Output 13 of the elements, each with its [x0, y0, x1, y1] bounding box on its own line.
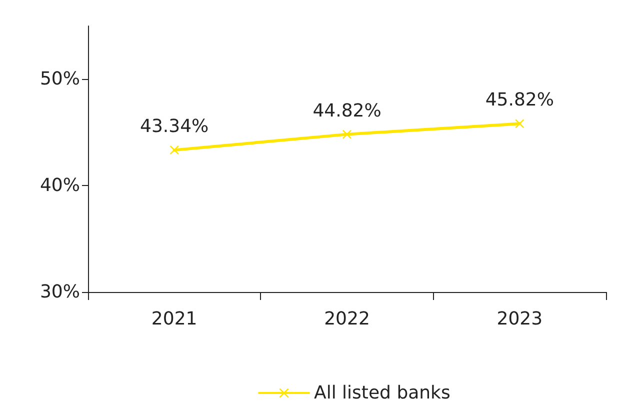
- data-label: 44.82%: [312, 100, 382, 122]
- point: [515, 119, 524, 128]
- point: [170, 146, 179, 155]
- data-label: 43.34%: [140, 116, 209, 138]
- point: [342, 130, 352, 139]
- y-tick-label: 50%: [40, 68, 80, 90]
- x-tick-label: 2021: [151, 308, 198, 330]
- legend-label: All listed banks: [314, 382, 450, 404]
- x-tick-label: 2023: [496, 308, 543, 330]
- x-tick-label: 2022: [324, 308, 370, 330]
- data-label: 45.82%: [485, 90, 554, 111]
- y-tick-label: 40%: [40, 175, 80, 196]
- y-tick-label: 30%: [40, 282, 80, 302]
